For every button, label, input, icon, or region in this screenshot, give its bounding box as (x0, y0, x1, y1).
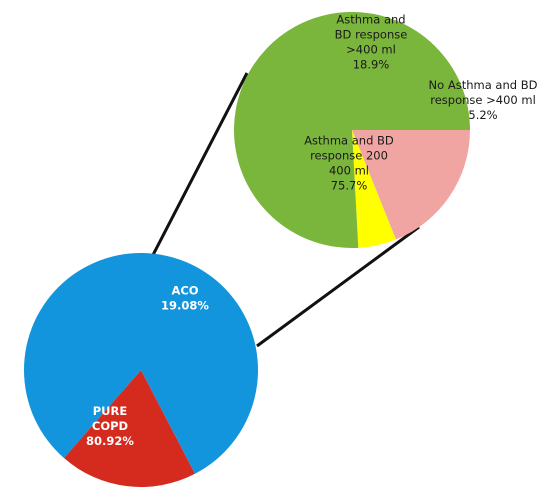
detail-label-line: Asthma and BD (304, 134, 394, 148)
main-label-aco: ACO 19.08% (161, 284, 209, 313)
main-pie (23, 252, 258, 487)
detail-label-line: 400 ml (329, 164, 369, 178)
detail-label-line: >400 ml (346, 43, 396, 57)
detail-label-line: No Asthma and BD (429, 78, 538, 92)
main-label-pure: PURE COPD 80.92% (86, 404, 134, 448)
main-label-line: ACO (171, 284, 198, 298)
main-label-line: PURE (93, 404, 128, 418)
detail-pie (234, 11, 470, 248)
detail-label-line: 18.9% (353, 58, 390, 72)
main-label-line: COPD (92, 419, 128, 433)
detail-label-line: BD response (335, 28, 408, 42)
detail-slice-no-asthma-and-bd (352, 130, 396, 248)
detail-label-line: 5.2% (468, 108, 497, 122)
detail-label-line: response >400 ml (430, 93, 536, 107)
detail-label-asthma-and: Asthma and BD response >400 ml 18.9% (335, 13, 408, 72)
connector-upper (151, 72, 249, 256)
connector-lower (256, 225, 420, 348)
detail-label-line: Asthma and (336, 13, 405, 27)
main-slice-pure (23, 252, 258, 474)
detail-slice-asthma-and (352, 130, 470, 240)
main-label-line: 80.92% (86, 434, 134, 448)
detail-label-asthma-and-bd: Asthma and BD response 200 400 ml 75.7% (304, 134, 394, 193)
slice-labels: PURE COPD 80.92% ACO 19.08% Asthma and BD resp… (86, 13, 538, 449)
detail-label-line: response 200 (310, 149, 388, 163)
main-label-line: 19.08% (161, 299, 209, 313)
detail-label-no-asthma-and-bd: No Asthma and BD response >400 ml 5.2% (429, 78, 538, 122)
detail-label-line: 75.7% (331, 179, 368, 193)
main-slice-aco (63, 370, 196, 487)
detail-slice-asthma-and-bd (234, 11, 470, 248)
connector-lines (151, 72, 420, 348)
